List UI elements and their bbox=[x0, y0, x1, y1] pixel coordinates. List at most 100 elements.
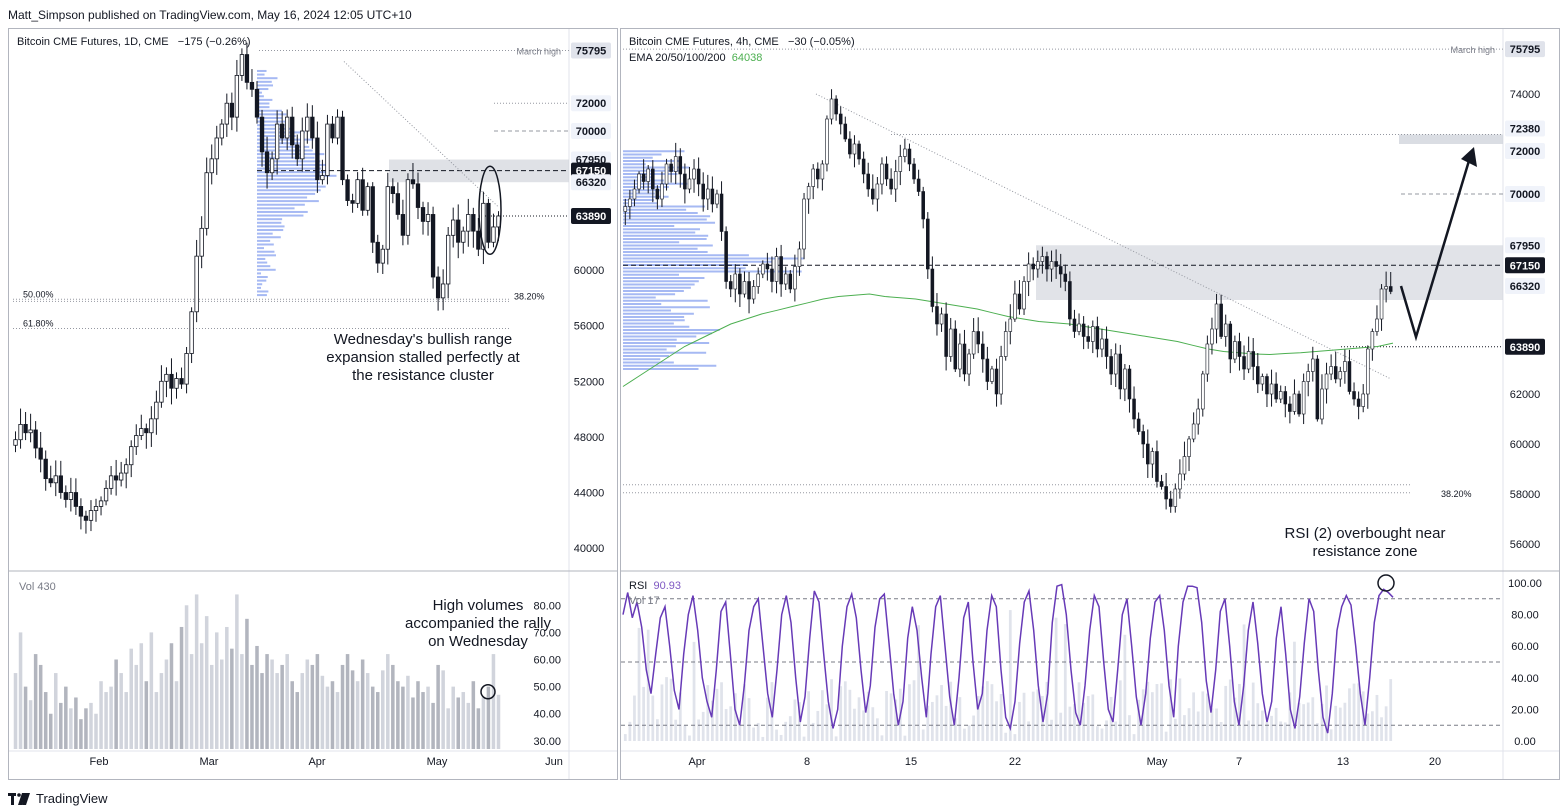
left-volume-profile-bar bbox=[257, 257, 266, 260]
left-volume-bar bbox=[401, 686, 405, 749]
left-volume-bar bbox=[355, 681, 360, 749]
left-volume-profile-bar bbox=[257, 232, 273, 235]
left-y-tick-1: 44000 bbox=[574, 488, 605, 500]
right-volume-bar bbox=[688, 735, 691, 741]
right-candle-body bbox=[802, 198, 806, 250]
left-volume-profile-bar bbox=[257, 138, 314, 141]
right-volume-bar bbox=[995, 701, 998, 741]
right-candle-body bbox=[1017, 293, 1022, 310]
left-candle-body bbox=[13, 439, 18, 446]
right-candle-body bbox=[1036, 261, 1040, 270]
right-volume-bar bbox=[1008, 610, 1012, 741]
right-candle-body bbox=[857, 143, 861, 160]
left-candle-body bbox=[108, 475, 114, 489]
publisher-header: Matt_Simpson published on TradingView.co… bbox=[8, 8, 412, 22]
right-volume-bar bbox=[972, 715, 975, 741]
right-volume-profile-bar bbox=[623, 348, 667, 351]
left-price-label-bg-1 bbox=[571, 95, 611, 112]
right-candle-body bbox=[1246, 351, 1251, 370]
left-candle-body bbox=[159, 380, 164, 403]
right-volume-bar bbox=[880, 735, 884, 741]
right-volume-profile-bar bbox=[623, 368, 699, 370]
left-candle-body bbox=[315, 137, 320, 181]
left-volume-profile-bar bbox=[257, 98, 273, 101]
rsi-legend: RSI 90.93 bbox=[629, 580, 681, 592]
right-volume-bar bbox=[976, 696, 980, 741]
left-volume-bar bbox=[255, 645, 259, 749]
right-volume-bar bbox=[1251, 682, 1255, 741]
right-volume-bar bbox=[1219, 722, 1223, 741]
left-volume-profile-bar bbox=[257, 106, 270, 109]
right-x-tick-7: 20 bbox=[1429, 756, 1441, 768]
right-annotation-rsi: RSI (2) overbought near resistance zone bbox=[1284, 525, 1446, 560]
right-candle-body bbox=[1068, 281, 1072, 320]
right-volume-bar bbox=[1123, 634, 1127, 741]
right-chart-panel[interactable]: 38.20%5600058000600006200064000700007400… bbox=[620, 28, 1560, 780]
left-candle-body bbox=[139, 428, 144, 436]
right-volume-profile-bar bbox=[623, 312, 694, 315]
right-candle-body bbox=[1292, 393, 1297, 412]
left-volume-bar bbox=[149, 632, 154, 749]
right-volume-bar bbox=[1302, 704, 1305, 741]
right-candle-body bbox=[1379, 288, 1384, 320]
right-candle-body bbox=[1054, 261, 1058, 267]
right-volume-bar bbox=[738, 724, 742, 741]
right-volume-bar bbox=[779, 734, 783, 741]
right-candle-body bbox=[1132, 398, 1136, 420]
right-candle-body bbox=[958, 343, 962, 370]
right-candle-body bbox=[751, 286, 756, 300]
right-volume-bar bbox=[1274, 707, 1278, 741]
left-vol-tick-2: 50.00 bbox=[533, 682, 561, 694]
left-volume-bar bbox=[209, 664, 214, 749]
left-chart-panel[interactable]: 50.00% 38.20% 61.80% 40000 44000 48000 52000 56… bbox=[8, 28, 618, 780]
right-volume-profile-bar bbox=[623, 306, 710, 309]
left-volume-bar bbox=[230, 648, 234, 749]
right-volume-bar bbox=[743, 684, 746, 741]
right-volume-bar bbox=[1105, 720, 1108, 741]
left-candle-body bbox=[405, 179, 411, 236]
right-candle-body bbox=[1003, 331, 1008, 357]
right-volume-profile-bar bbox=[623, 251, 708, 253]
right-volume-bar bbox=[940, 685, 943, 741]
right-volume-bar bbox=[646, 629, 650, 741]
right-volume-bar bbox=[1380, 717, 1383, 741]
right-candle-body bbox=[1265, 376, 1269, 395]
left-volume-bar bbox=[491, 654, 496, 749]
right-volume-bar bbox=[798, 702, 801, 741]
right-candle-body bbox=[903, 148, 907, 157]
left-volume-profile-bar bbox=[257, 160, 321, 163]
right-candle-body bbox=[1146, 443, 1150, 465]
right-candle-body bbox=[1031, 263, 1035, 270]
right-candle-body bbox=[1141, 431, 1145, 445]
right-candle-body bbox=[1109, 356, 1113, 375]
right-candle-body bbox=[871, 188, 875, 200]
right-candle-body bbox=[1347, 361, 1352, 392]
right-candle-body bbox=[1072, 318, 1077, 332]
right-volume-profile-bar bbox=[623, 225, 675, 227]
right-volume-profile-bar bbox=[623, 208, 687, 211]
right-volume-profile-bar bbox=[623, 160, 680, 162]
right-volume-bar bbox=[1283, 722, 1287, 741]
left-candle-body bbox=[184, 353, 189, 385]
right-candle-body bbox=[806, 186, 811, 200]
left-volume-bar bbox=[240, 654, 244, 749]
right-price-label-6: 66320 bbox=[1510, 281, 1541, 293]
right-volume-bar bbox=[825, 704, 829, 741]
left-candle-body bbox=[43, 458, 48, 480]
right-candle-body bbox=[967, 353, 971, 375]
left-volume-profile-bar bbox=[257, 178, 320, 181]
left-chart-svg[interactable]: 50.00% 38.20% 61.80% 40000 44000 48000 52000 56… bbox=[9, 29, 617, 779]
right-volume-profile-bar bbox=[623, 212, 698, 214]
right-candle-body bbox=[1013, 293, 1017, 320]
right-chart-svg[interactable]: 38.20%5600058000600006200064000700007400… bbox=[621, 29, 1559, 779]
right-volume-profile-bar bbox=[623, 316, 685, 318]
right-candle-body bbox=[669, 163, 673, 172]
right-volume-bar bbox=[623, 734, 627, 741]
right-volume-bar bbox=[1027, 721, 1030, 741]
left-candle-body bbox=[119, 472, 124, 481]
left-change: −175 (−0.26%) bbox=[177, 36, 251, 48]
left-volume-profile-bar bbox=[257, 294, 267, 297]
right-volume-bar bbox=[1178, 678, 1182, 741]
left-candle-body bbox=[129, 446, 134, 466]
right-volume-bar bbox=[862, 710, 865, 741]
